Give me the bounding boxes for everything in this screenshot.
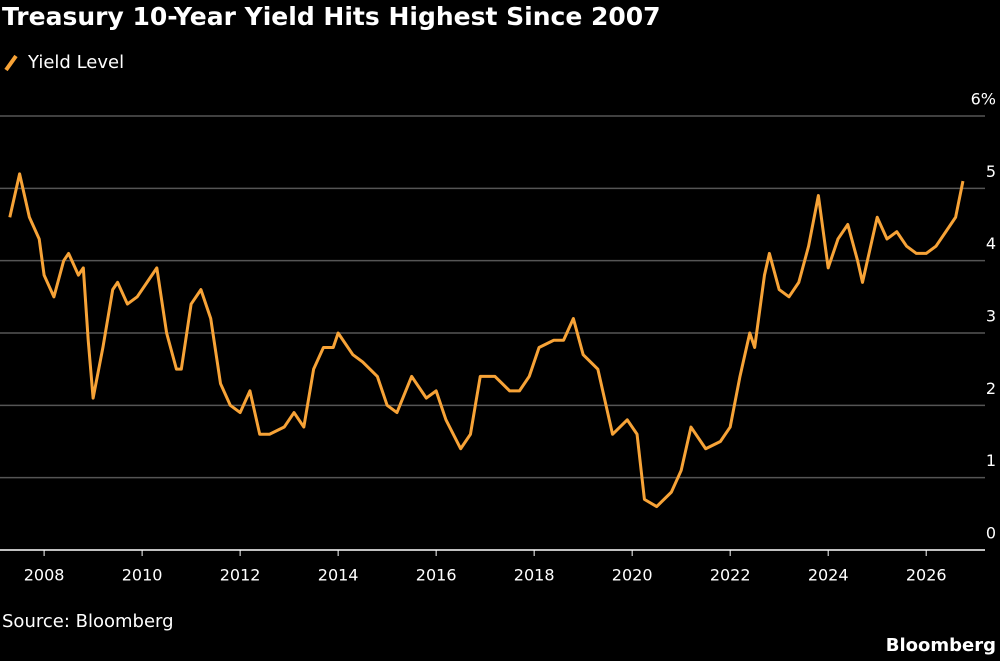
y-tick-label: 4 [986, 234, 996, 253]
x-tick-label: 2008 [24, 566, 65, 585]
legend-label: Yield Level [27, 52, 124, 73]
y-tick-label: 5 [986, 162, 996, 181]
line [8, 172, 965, 509]
x-tick-label: 2026 [906, 566, 947, 585]
y-tick-label: 0 [986, 524, 996, 543]
x-tick-label: 2024 [808, 566, 849, 585]
x-tick-label: 2012 [220, 566, 261, 585]
x-tick-label: 2016 [416, 566, 457, 585]
x-tick-label: 2010 [122, 566, 163, 585]
brand: Bloomberg [886, 635, 996, 656]
x-tick-label: 2022 [710, 566, 751, 585]
x-tick-label: 2018 [514, 566, 555, 585]
y-tick-label: 2 [986, 379, 996, 398]
y-tick-label: 3 [986, 307, 996, 326]
source: Source: Bloomberg [2, 611, 174, 632]
y-tick-label: 1 [986, 451, 996, 470]
x-tick-label: 2014 [318, 566, 359, 585]
chart-title: Treasury 10-Year Yield Hits Highest Sinc… [2, 2, 661, 31]
legend-swatch [4, 54, 18, 72]
y-tick-label: 6% [971, 90, 996, 109]
x-tick-label: 2020 [612, 566, 653, 585]
